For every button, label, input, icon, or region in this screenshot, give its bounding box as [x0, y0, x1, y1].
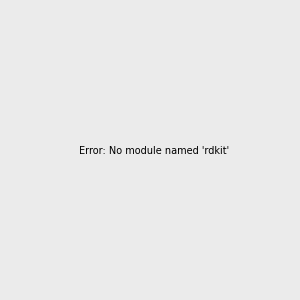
Text: Error: No module named 'rdkit': Error: No module named 'rdkit'	[79, 146, 229, 157]
